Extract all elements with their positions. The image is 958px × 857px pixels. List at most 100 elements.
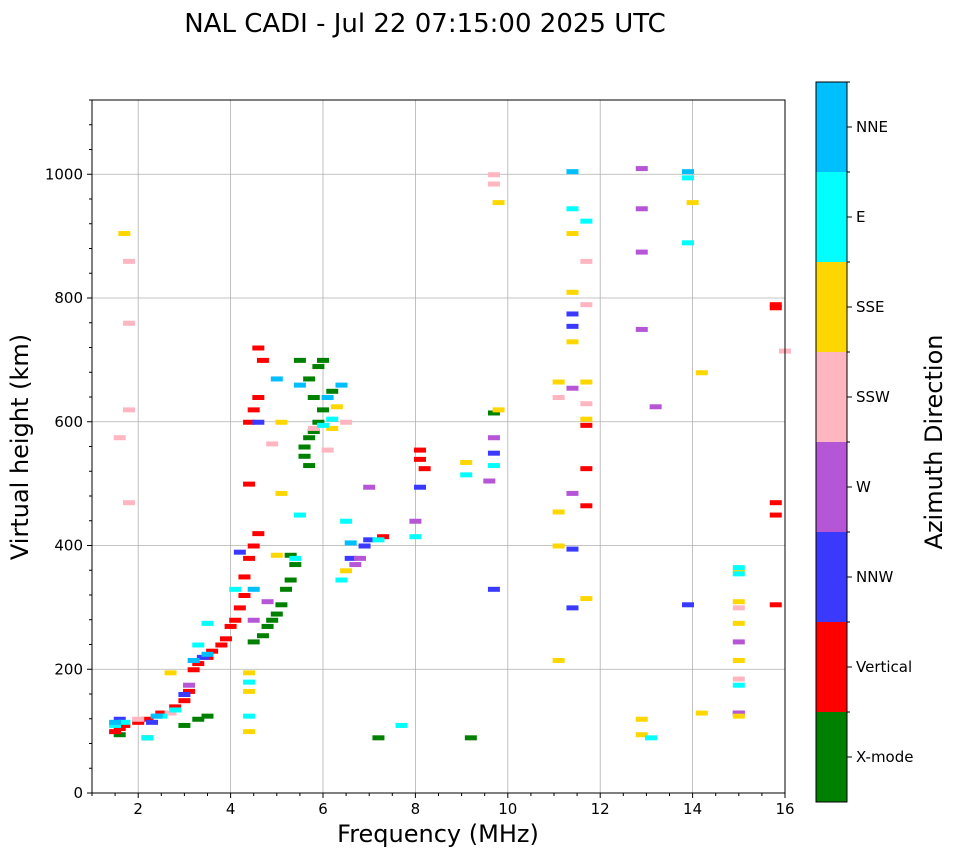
colorbar-label-item: Vertical — [856, 658, 912, 676]
data-point — [178, 692, 191, 697]
data-point — [580, 596, 593, 602]
data-point — [460, 472, 473, 478]
data-point — [164, 670, 177, 676]
data-point — [192, 661, 205, 667]
data-point — [247, 617, 260, 623]
data-point — [266, 617, 279, 623]
data-point — [695, 370, 708, 376]
x-tick-label: 6 — [318, 800, 328, 818]
data-point — [201, 713, 214, 719]
data-point — [340, 419, 353, 425]
data-point — [298, 444, 311, 450]
data-point — [122, 258, 135, 264]
data-point — [109, 729, 122, 735]
data-point — [330, 404, 343, 410]
data-point — [243, 688, 256, 694]
data-point — [252, 419, 265, 425]
colorbar-frame — [815, 81, 848, 803]
series-x-mode — [113, 357, 500, 741]
data-point — [307, 425, 320, 431]
data-point — [256, 633, 269, 639]
series-sse — [118, 200, 745, 738]
data-point — [395, 722, 408, 728]
data-point — [414, 456, 427, 462]
data-point — [492, 407, 505, 413]
data-point — [732, 605, 745, 611]
data-point — [566, 289, 579, 295]
data-point — [243, 555, 256, 561]
data-point — [229, 617, 242, 623]
data-point — [414, 447, 427, 453]
data-point — [229, 586, 242, 592]
data-point — [409, 534, 422, 540]
data-point — [487, 172, 500, 178]
data-point — [284, 552, 297, 558]
data-point — [317, 407, 329, 413]
data-point — [192, 642, 205, 648]
data-point — [270, 611, 283, 617]
data-point — [566, 339, 579, 345]
data-point — [201, 651, 214, 657]
data-point — [192, 716, 205, 722]
colorbar-segment — [816, 622, 847, 712]
data-point — [732, 599, 745, 605]
data-point — [580, 416, 593, 422]
data-point — [552, 379, 565, 385]
data-point — [183, 682, 196, 688]
colorbar-label-item: W — [856, 478, 871, 496]
data-point — [164, 710, 177, 716]
data-point — [769, 512, 782, 518]
data-point — [363, 484, 376, 490]
data-point — [580, 218, 593, 224]
data-point — [487, 410, 500, 416]
data-point — [635, 249, 648, 255]
data-point — [150, 713, 163, 719]
data-point — [312, 364, 325, 370]
data-point — [566, 546, 579, 552]
data-point — [247, 639, 260, 645]
colorbar-segment — [816, 442, 847, 532]
colorbar-segment — [816, 82, 847, 172]
data-point — [732, 710, 745, 716]
data-point — [224, 623, 237, 629]
y-tick-label: 800 — [54, 289, 83, 307]
data-point — [487, 450, 500, 456]
data-point — [169, 707, 182, 713]
colorbar-label-item: X-mode — [856, 748, 913, 766]
data-point — [649, 404, 662, 410]
y-tick-label: 200 — [54, 660, 83, 678]
data-point — [732, 657, 745, 663]
data-point — [252, 345, 265, 351]
plot-background — [92, 100, 785, 793]
data-point — [243, 670, 256, 676]
data-point — [178, 698, 191, 704]
grid-lines — [92, 100, 786, 794]
x-tick-label: 2 — [133, 800, 143, 818]
data-point — [580, 503, 593, 509]
x-axis-label: Frequency (MHz) — [337, 820, 539, 848]
data-point — [247, 586, 260, 592]
data-point — [146, 719, 159, 725]
data-point — [118, 722, 131, 728]
data-point — [566, 169, 579, 175]
data-point — [243, 729, 256, 735]
data-point — [201, 620, 214, 626]
data-point — [215, 642, 228, 648]
data-point — [635, 166, 648, 172]
data-point — [635, 206, 648, 212]
data-point — [732, 565, 745, 571]
data-point — [233, 549, 246, 555]
data-point — [487, 435, 500, 441]
data-point — [769, 302, 782, 308]
data-point — [769, 602, 782, 608]
data-point — [293, 357, 306, 363]
data-point — [552, 657, 565, 663]
data-point — [732, 713, 745, 719]
colorbar-segment — [816, 262, 847, 352]
data-marks — [109, 166, 791, 741]
data-point — [155, 710, 168, 716]
data-point — [238, 593, 251, 598]
data-point — [358, 543, 371, 549]
data-point — [732, 571, 745, 577]
